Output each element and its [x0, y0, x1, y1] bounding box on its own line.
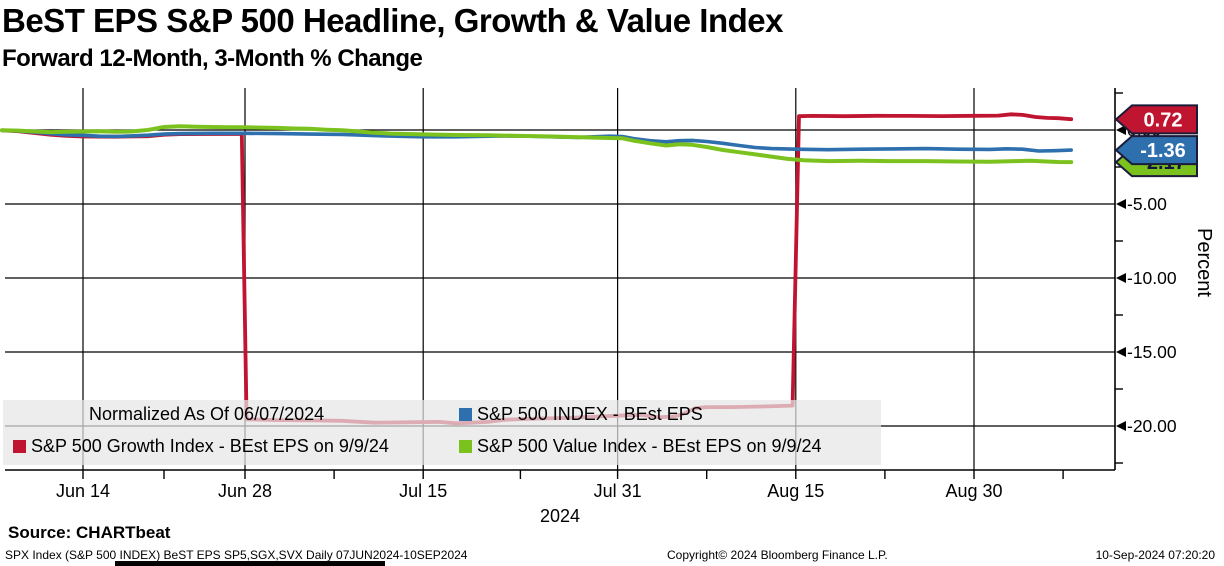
y-tick-label: -20.00: [1127, 416, 1177, 436]
legend-normalized-note-label: Normalized As Of 06/07/2024: [89, 404, 325, 424]
x-tick-label: Aug 30: [945, 481, 1002, 501]
legend-item-growth: S&P 500 Growth Index - BEst EPS on 9/9/2…: [13, 436, 389, 457]
x-tick-label: Jul 31: [594, 481, 642, 501]
source-line: Source: CHARTbeat: [8, 523, 171, 542]
growth-series-swatch-icon: [13, 440, 26, 453]
legend-item-growth-label: S&P 500 Growth Index - BEst EPS on 9/9/2…: [31, 436, 389, 456]
y-tick-arrow-icon: [1116, 273, 1126, 283]
series-line: [0, 128, 1073, 153]
x-tick-label: Jul 15: [399, 481, 447, 501]
x-tick-label: Jun 28: [218, 481, 272, 501]
legend-item-value-label: S&P 500 Value Index - BEst EPS on 9/9/24: [477, 436, 822, 456]
footer-ticker-info: SPX Index (S&P 500 INDEX) BeST EPS SP5,S…: [5, 548, 468, 562]
value-series-swatch-icon: [459, 440, 472, 453]
chart-title: BeST EPS S&P 500 Headline, Growth & Valu…: [2, 2, 784, 39]
bottom-artifact-bar: [115, 561, 385, 566]
chart-subtitle: Forward 12-Month, 3-Month % Change: [2, 45, 423, 72]
value-badge: [1114, 135, 1198, 166]
footer-timestamp: 10-Sep-2024 07:20:20: [1095, 548, 1215, 562]
legend-row-1: Normalized As Of 06/07/2024 S&P 500 INDE…: [3, 401, 881, 433]
y-tick-label: -5.00: [1127, 194, 1167, 214]
legend-item-index: S&P 500 INDEX - BEst EPS: [459, 404, 703, 425]
series-line: [0, 124, 1074, 165]
y-tick-arrow-icon: [1116, 347, 1126, 357]
x-tick-label: Jun 14: [56, 481, 110, 501]
y-axis-title: Percent: [1193, 228, 1215, 297]
index-series-swatch-icon: [459, 408, 472, 421]
legend-normalized-note: Normalized As Of 06/07/2024: [89, 404, 324, 425]
y-tick-arrow-icon: [1116, 421, 1126, 431]
y-tick-label: -15.00: [1127, 342, 1177, 362]
footer-copyright: Copyright© 2024 Bloomberg Finance L.P.: [667, 548, 888, 562]
y-tick-arrow-icon: [1116, 125, 1126, 135]
y-tick-label: -10.00: [1127, 268, 1177, 288]
value-badge: [1114, 104, 1198, 135]
legend-item-index-label: S&P 500 INDEX - BEst EPS: [477, 404, 703, 424]
y-tick-arrow-icon: [1116, 199, 1126, 209]
value-badge-label: 0.72: [1144, 109, 1183, 131]
legend-item-value: S&P 500 Value Index - BEst EPS on 9/9/24: [459, 436, 822, 457]
legend: Normalized As Of 06/07/2024 S&P 500 INDE…: [3, 400, 881, 465]
x-tick-label: Aug 15: [767, 481, 824, 501]
value-badge-label: -1.36: [1140, 140, 1186, 162]
legend-row-2: S&P 500 Growth Index - BEst EPS on 9/9/2…: [3, 433, 881, 465]
x-axis-year-label: 2024: [540, 506, 580, 526]
